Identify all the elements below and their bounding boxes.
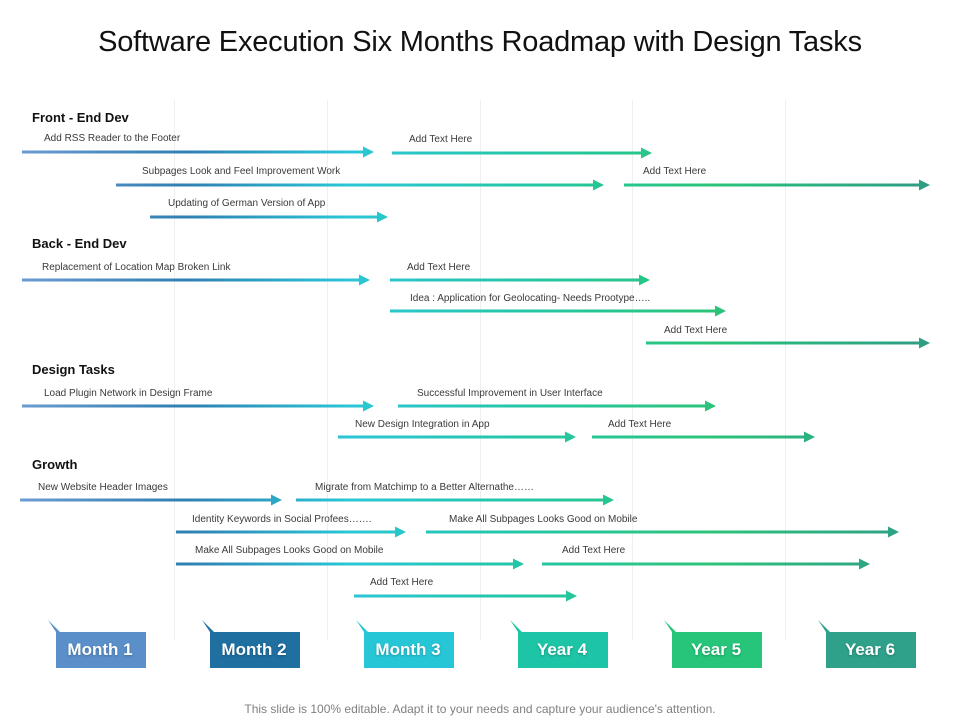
period-tab-year-6: Year 6 <box>816 618 918 670</box>
timeline-arrow-head <box>359 274 370 286</box>
timeline-arrow-head <box>513 558 524 570</box>
timeline-arrow-head <box>859 558 870 570</box>
task-label: Add Text Here <box>370 577 434 588</box>
task-label: Replacement of Location Map Broken Link <box>42 262 231 273</box>
timeline-arrow-head <box>271 494 282 506</box>
task-label: Add Text Here <box>608 419 672 430</box>
tab-shape <box>664 620 762 668</box>
period-label: Year 5 <box>690 640 742 659</box>
timeline-arrow-head <box>566 590 577 602</box>
gridline <box>174 100 175 640</box>
timeline-arrow-head <box>565 431 576 443</box>
task-label: Add Text Here <box>409 134 473 145</box>
section-label-design-tasks: Design Tasks <box>32 362 115 377</box>
tab-shape <box>202 620 300 668</box>
task-label: Add Text Here <box>664 325 728 336</box>
task-label: Add Text Here <box>562 545 626 556</box>
period-tab-year-4: Year 4 <box>508 618 610 670</box>
timeline-arrow-head <box>363 400 374 412</box>
task-label: Updating of German Version of App <box>168 198 326 209</box>
task-label: Add Text Here <box>643 166 707 177</box>
task-label: Subpages Look and Feel Improvement Work <box>142 166 341 177</box>
timeline-arrow-head <box>919 337 930 349</box>
task-label: Load Plugin Network in Design Frame <box>44 388 213 399</box>
timeline-arrow-head <box>639 274 650 286</box>
task-label: New Website Header Images <box>38 482 168 493</box>
gridline <box>327 100 328 640</box>
tab-shape <box>48 620 146 668</box>
timeline-arrow-head <box>888 526 899 538</box>
task-label: New Design Integration in App <box>355 419 490 430</box>
section-label-growth: Growth <box>32 457 78 472</box>
timeline-arrow-head <box>919 179 930 191</box>
period-label: Year 6 <box>844 640 896 659</box>
tab-shape <box>818 620 916 668</box>
footer-note: This slide is 100% editable. Adapt it to… <box>244 702 716 716</box>
task-label: Identity Keywords in Social Profees……. <box>192 514 372 525</box>
gridline <box>785 100 786 640</box>
gridline <box>632 100 633 640</box>
period-tab-month-2: Month 2 <box>200 618 302 670</box>
period-label: Month 2 <box>221 640 287 659</box>
timeline-arrow-head <box>395 526 406 538</box>
period-tab-month-1: Month 1 <box>46 618 148 670</box>
period-tab-year-5: Year 5 <box>662 618 764 670</box>
task-label: Add Text Here <box>407 262 471 273</box>
section-label-front-end: Front - End Dev <box>32 110 129 125</box>
gridline <box>480 100 481 640</box>
task-label: Make All Subpages Looks Good on Mobile <box>195 545 384 556</box>
page-title: Software Execution Six Months Roadmap wi… <box>98 26 862 58</box>
timeline-arrow-head <box>804 431 815 443</box>
timeline-arrow-head <box>377 211 388 223</box>
timeline-arrow-head <box>705 400 716 412</box>
timeline-arrow-head <box>363 146 374 158</box>
timeline-arrow-head <box>603 494 614 506</box>
period-label: Year 4 <box>536 640 588 659</box>
task-label: Make All Subpages Looks Good on Mobile <box>449 514 638 525</box>
timeline-arrow-head <box>593 179 604 191</box>
tab-shape <box>510 620 608 668</box>
tab-shape <box>356 620 454 668</box>
period-label: Month 3 <box>375 640 441 659</box>
period-label: Month 1 <box>67 640 133 659</box>
task-label: Idea : Application for Geolocating- Need… <box>410 293 651 304</box>
period-tab-month-3: Month 3 <box>354 618 456 670</box>
task-label: Successful Improvement in User Interface <box>417 388 603 399</box>
timeline-arrow-head <box>715 305 726 317</box>
task-label: Add RSS Reader to the Footer <box>44 133 181 144</box>
section-label-back-end: Back - End Dev <box>32 236 127 251</box>
task-label: Migrate from Matchimp to a Better Altern… <box>315 482 534 493</box>
timeline-arrow-head <box>641 147 652 159</box>
